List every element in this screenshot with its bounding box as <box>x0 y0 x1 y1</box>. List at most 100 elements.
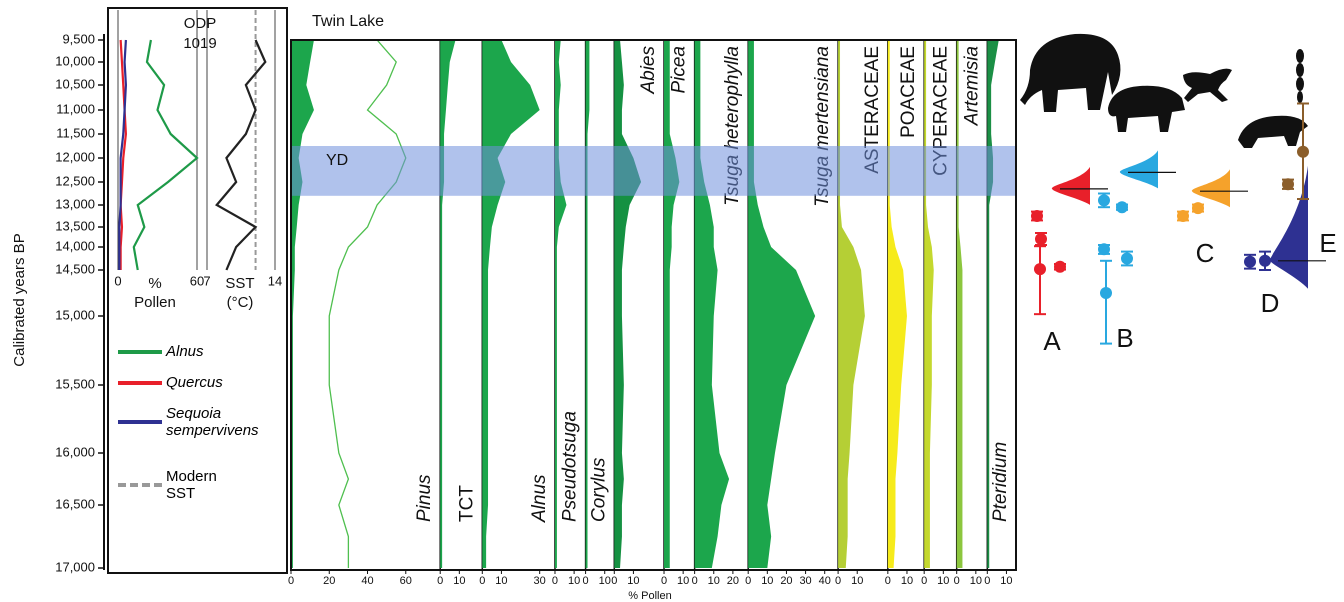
x-tick-label: 0 <box>552 575 558 587</box>
x-tick-label: 0 <box>114 273 121 288</box>
x-tick-label: 30 <box>534 575 546 587</box>
x-tick-label: 10 <box>627 575 639 587</box>
series-line <box>119 39 128 270</box>
y-tick-label: 15,000 <box>55 307 95 322</box>
legend-label: Quercus <box>166 374 223 391</box>
legend-swatch <box>118 420 162 424</box>
pollen-area <box>748 40 816 568</box>
pollen-area <box>838 40 865 568</box>
y-tick-label: 17,000 <box>55 559 95 574</box>
y-tick-label: 13,500 <box>55 218 95 233</box>
taxon-label: POACEAE <box>898 46 919 138</box>
age-point <box>1116 201 1128 214</box>
x-tick-label: 0 <box>692 575 698 587</box>
x-tick-label: 0 <box>954 575 960 587</box>
taxon-label: Artemisia <box>961 46 982 126</box>
taxon-label: Alnus <box>529 474 550 523</box>
y-tick-label: 15,500 <box>55 376 95 391</box>
panel-title: 1019 <box>183 35 216 52</box>
legend-swatch <box>118 380 162 385</box>
x-tick-label: 0 <box>437 575 443 587</box>
group-label: E <box>1319 228 1336 258</box>
x-tick-label: 0 <box>611 575 617 587</box>
group-label: D <box>1261 288 1280 318</box>
x-tick-label: 30 <box>799 575 811 587</box>
x-tick-label: 20 <box>323 575 335 587</box>
age-point <box>1098 243 1110 256</box>
y-tick-label: 12,000 <box>55 149 95 164</box>
panel-frame <box>290 39 1017 571</box>
yd-band <box>291 146 1016 196</box>
pollen-area <box>887 40 907 568</box>
density-shape <box>1119 150 1158 189</box>
legend-item: Modern SST <box>118 468 236 502</box>
taxon-label: TCT <box>456 485 477 522</box>
panel-frame <box>107 7 288 574</box>
x-tick-label: 10 <box>599 575 611 587</box>
x-tick-label: 0 <box>835 575 841 587</box>
y-tick-label: 16,000 <box>55 444 95 459</box>
taxon-label: Pinus <box>414 474 435 522</box>
y-tick-label: 10,000 <box>55 53 95 68</box>
taxon-label: ASTERACEAE <box>862 46 883 174</box>
legend-item: Quercus <box>118 374 223 391</box>
legend-swatch <box>118 483 162 487</box>
group-label: B <box>1116 323 1133 353</box>
pollen-area <box>694 40 730 568</box>
yd-label: YD <box>326 152 348 169</box>
x-tick-label: 0 <box>921 575 927 587</box>
age-point <box>1121 252 1133 265</box>
age-point <box>1034 263 1046 276</box>
pollen-area <box>664 40 680 568</box>
x-tick-label: 10 <box>568 575 580 587</box>
y-tick-label: 16,500 <box>55 496 95 511</box>
y-tick-label: 14,500 <box>55 261 95 276</box>
x-tick-label: 10 <box>761 575 773 587</box>
age-point <box>1244 255 1256 268</box>
pollen-area <box>614 40 642 568</box>
x-tick-label: 0 <box>984 575 990 587</box>
x-tick-label: 60 <box>400 575 412 587</box>
x-tick-label: 10 <box>495 575 507 587</box>
x-tick-label: 10 <box>937 575 949 587</box>
panel-title: Twin Lake <box>312 13 384 30</box>
pollen-line <box>328 39 407 568</box>
taxon-label: Pseudotsuga <box>560 411 581 522</box>
age-point <box>1282 178 1294 191</box>
group-label: C <box>1196 238 1215 268</box>
x-tick-label: 10 <box>851 575 863 587</box>
y-tick-label: 14,000 <box>55 238 95 253</box>
taxon-label: CYPERACEAE <box>931 46 952 176</box>
plant-icon <box>1296 49 1304 103</box>
legend-item: Alnus <box>118 343 204 360</box>
pollen-area <box>440 40 456 568</box>
density-shape <box>1051 166 1090 205</box>
mammoth-icon <box>1020 33 1121 113</box>
x-tick-label: 10 <box>453 575 465 587</box>
density-shape <box>1269 165 1308 289</box>
sloth-icon <box>1238 115 1308 148</box>
x-tick-label: 0 <box>479 575 485 587</box>
age-point <box>1297 145 1309 158</box>
density-shape <box>1191 169 1230 208</box>
x-tick-label: 10 <box>1000 575 1012 587</box>
y-tick-label: 11,500 <box>56 125 95 140</box>
x-tick-label: 0 <box>583 575 589 587</box>
horse-icon <box>1183 68 1232 102</box>
y-axis-label: Calibrated years BP <box>11 233 28 366</box>
x-tick-label: 0 <box>661 575 667 587</box>
series-line <box>215 39 267 271</box>
x-tick-label: 0 <box>288 575 294 587</box>
taxon-label: Abies <box>638 46 659 95</box>
y-tick-label: 11,000 <box>56 101 95 116</box>
y-tick-label: 10,500 <box>55 76 95 91</box>
y-tick-label: 12,500 <box>55 173 95 188</box>
legend-label: Sequoia sempervivens <box>166 405 259 439</box>
y-tick-label: 13,000 <box>55 196 95 211</box>
bison-icon <box>1108 85 1185 132</box>
x-tick-label: 10 <box>970 575 982 587</box>
age-point <box>1177 210 1189 222</box>
taxon-label: Pteridium <box>990 442 1011 522</box>
age-point <box>1054 260 1066 273</box>
